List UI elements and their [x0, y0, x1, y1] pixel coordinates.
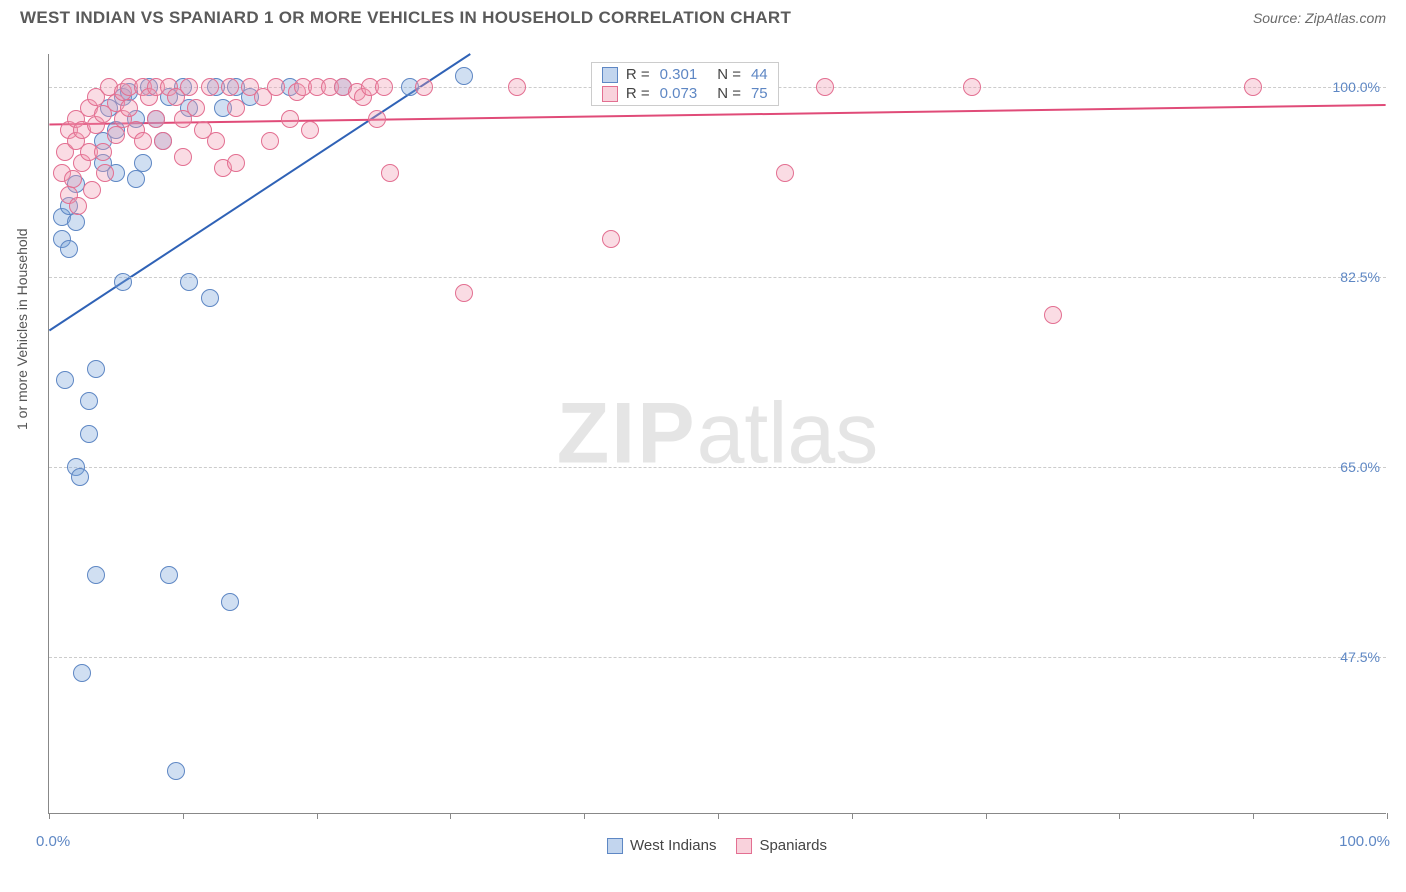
- data-point: [160, 566, 178, 584]
- data-point: [56, 371, 74, 389]
- data-point: [207, 132, 225, 150]
- x-tick: [584, 813, 585, 819]
- legend-swatch-blue: [607, 838, 623, 854]
- watermark: ZIPatlas: [557, 384, 878, 483]
- legend-row: R =0.073N =75: [592, 84, 778, 103]
- data-point: [776, 164, 794, 182]
- scatter-plot: ZIPatlas 100.0% 82.5% 65.0% 47.5% R =0.301N …: [48, 54, 1386, 814]
- data-point: [201, 78, 219, 96]
- data-point: [134, 154, 152, 172]
- data-point: [1044, 306, 1062, 324]
- legend-swatch-pink: [736, 838, 752, 854]
- data-point: [167, 762, 185, 780]
- correlation-legend: R =0.301N =44R =0.073N =75: [591, 62, 779, 106]
- data-point: [816, 78, 834, 96]
- data-point: [147, 110, 165, 128]
- x-axis-max-label: 100.0%: [1339, 833, 1390, 850]
- data-point: [455, 284, 473, 302]
- data-point: [261, 132, 279, 150]
- data-point: [281, 110, 299, 128]
- data-point: [180, 78, 198, 96]
- data-point: [221, 593, 239, 611]
- data-point: [301, 121, 319, 139]
- data-point: [227, 154, 245, 172]
- gridline: [49, 657, 1386, 658]
- data-point: [87, 566, 105, 584]
- data-point: [127, 170, 145, 188]
- gridline: [49, 467, 1386, 468]
- x-tick: [1387, 813, 1388, 819]
- data-point: [114, 273, 132, 291]
- data-point: [455, 67, 473, 85]
- data-point: [120, 99, 138, 117]
- data-point: [73, 664, 91, 682]
- x-tick: [49, 813, 50, 819]
- data-point: [375, 78, 393, 96]
- data-point: [83, 181, 101, 199]
- trend-lines: [49, 54, 1386, 813]
- data-point: [381, 164, 399, 182]
- source-attribution: Source: ZipAtlas.com: [1253, 10, 1386, 26]
- gridline: [49, 277, 1386, 278]
- data-point: [69, 197, 87, 215]
- x-tick: [1119, 813, 1120, 819]
- data-point: [221, 78, 239, 96]
- data-point: [1244, 78, 1262, 96]
- x-tick: [852, 813, 853, 819]
- data-point: [267, 78, 285, 96]
- data-point: [60, 240, 78, 258]
- data-point: [201, 289, 219, 307]
- data-point: [94, 143, 112, 161]
- legend-swatch: [602, 67, 618, 83]
- legend-row: R =0.301N =44: [592, 65, 778, 84]
- x-tick: [183, 813, 184, 819]
- data-point: [80, 392, 98, 410]
- data-point: [368, 110, 386, 128]
- data-point: [71, 468, 89, 486]
- data-point: [96, 164, 114, 182]
- data-point: [107, 126, 125, 144]
- x-tick: [1253, 813, 1254, 819]
- data-point: [602, 230, 620, 248]
- data-point: [174, 148, 192, 166]
- data-point: [154, 132, 172, 150]
- data-point: [87, 360, 105, 378]
- y-tick-label: 65.0%: [1340, 459, 1380, 475]
- data-point: [67, 213, 85, 231]
- data-point: [134, 132, 152, 150]
- chart-title: WEST INDIAN VS SPANIARD 1 OR MORE VEHICL…: [20, 8, 791, 28]
- legend-bottom: West Indians Spaniards: [607, 837, 827, 854]
- y-tick-label: 47.5%: [1340, 649, 1380, 665]
- data-point: [227, 99, 245, 117]
- legend-swatch: [602, 86, 618, 102]
- x-tick: [450, 813, 451, 819]
- x-axis-min-label: 0.0%: [36, 833, 70, 850]
- data-point: [508, 78, 526, 96]
- y-tick-label: 82.5%: [1340, 269, 1380, 285]
- x-tick: [986, 813, 987, 819]
- data-point: [187, 99, 205, 117]
- y-tick-label: 100.0%: [1333, 79, 1380, 95]
- data-point: [64, 170, 82, 188]
- y-axis-label: 1 or more Vehicles in Household: [14, 228, 30, 430]
- x-tick: [718, 813, 719, 819]
- legend-item-spaniards: Spaniards: [736, 837, 827, 854]
- data-point: [415, 78, 433, 96]
- legend-label: Spaniards: [759, 837, 827, 854]
- x-tick: [317, 813, 318, 819]
- data-point: [180, 273, 198, 291]
- data-point: [80, 425, 98, 443]
- legend-label: West Indians: [630, 837, 716, 854]
- legend-item-west-indians: West Indians: [607, 837, 716, 854]
- data-point: [963, 78, 981, 96]
